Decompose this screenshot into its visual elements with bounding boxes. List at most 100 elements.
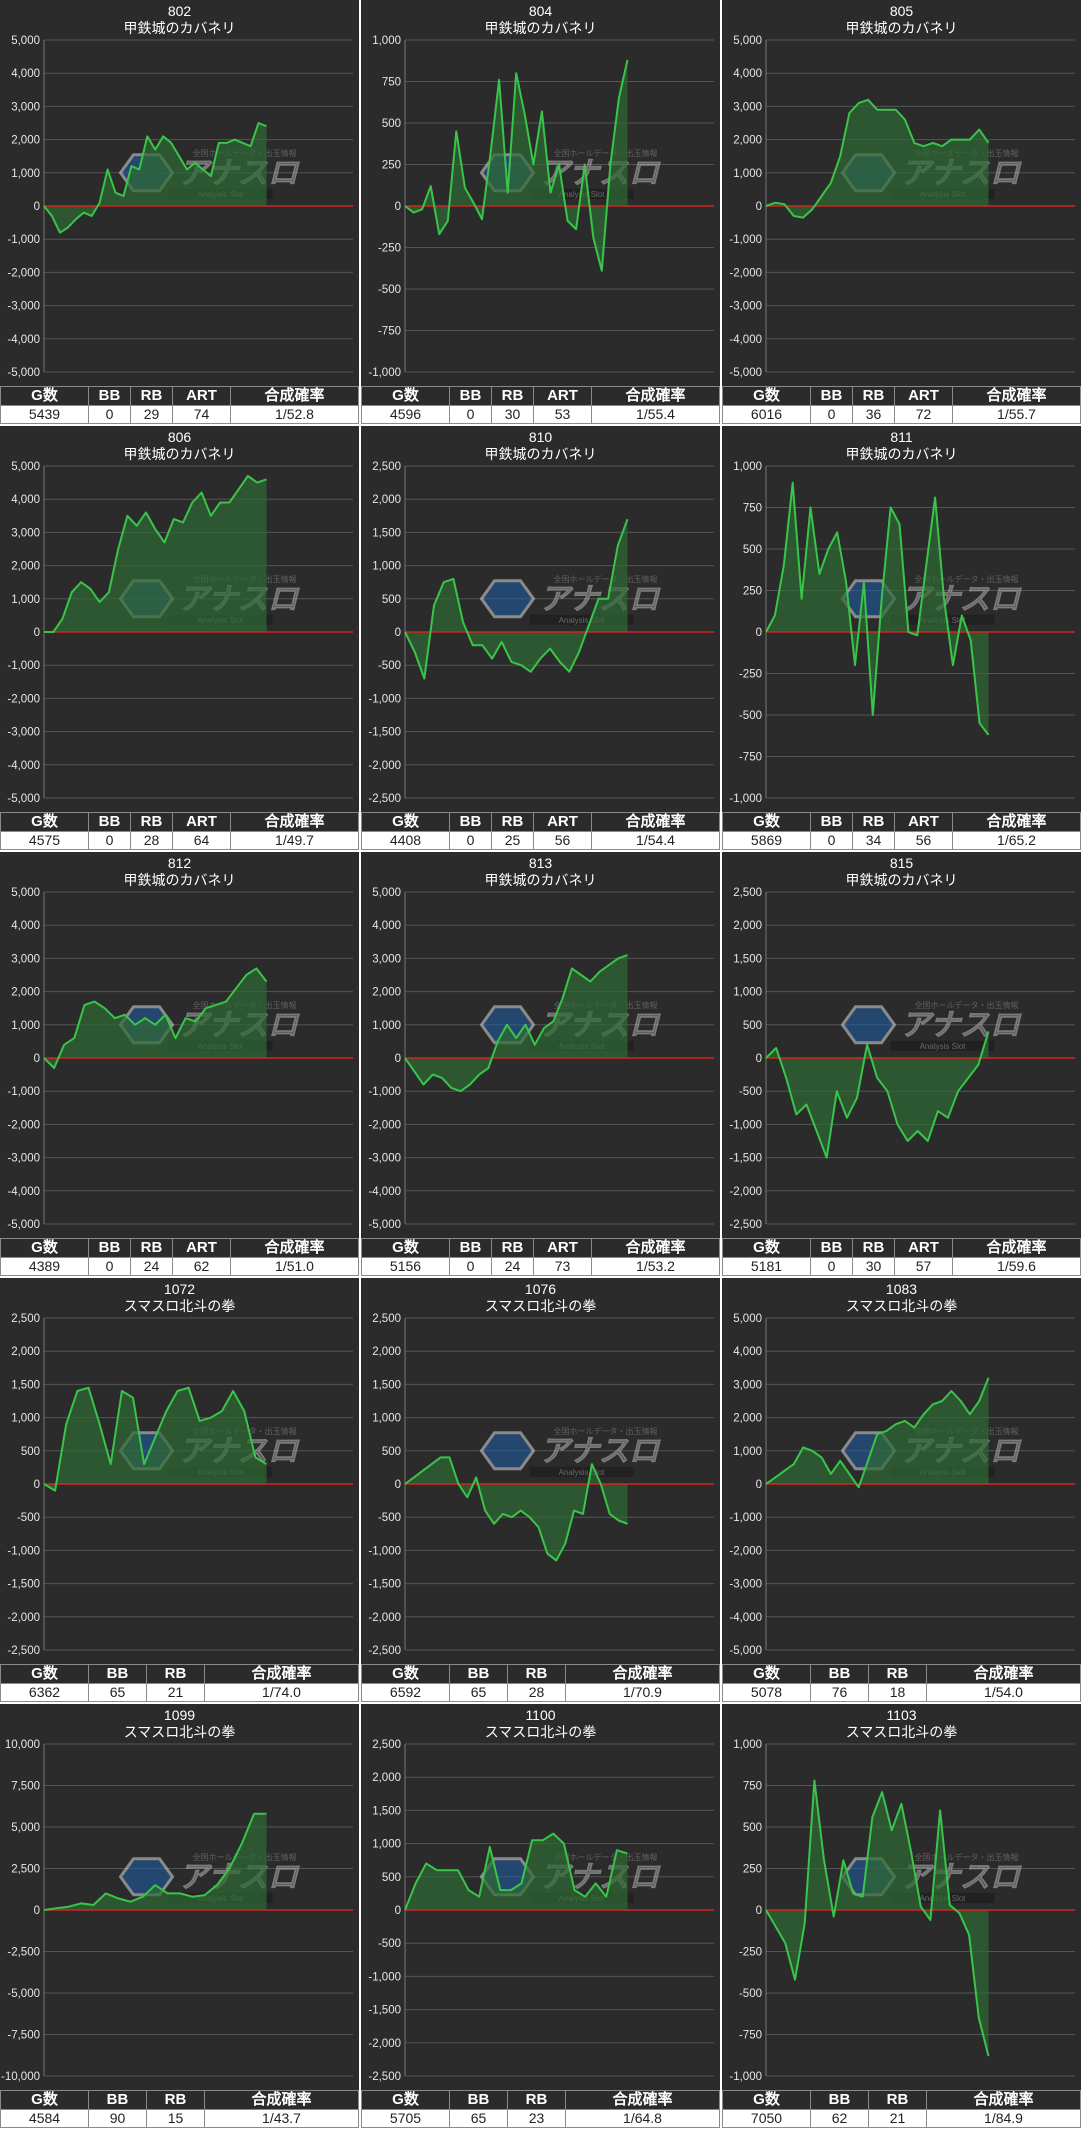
- watermark-sub-bar: [529, 1466, 634, 1477]
- y-tick-label: 0: [756, 1479, 762, 1491]
- stats-value-cell: 5181: [722, 1257, 811, 1276]
- chart-title: 805: [890, 3, 914, 19]
- stats-header-cell: G数: [361, 2090, 450, 2110]
- stats-header-cell: G数: [0, 1664, 89, 1684]
- logo-hexagon-icon: [479, 1431, 536, 1471]
- y-tick-label: -4,000: [729, 1612, 762, 1624]
- stats-header-cell: BB: [449, 386, 492, 406]
- y-tick-label: 250: [382, 160, 401, 172]
- series-area: [44, 476, 267, 632]
- stats-value-cell: 4408: [361, 831, 450, 850]
- y-tick-label: 4,000: [733, 68, 762, 80]
- y-tick-label: 1,500: [733, 953, 762, 965]
- stats-value-cell: 7050: [722, 2109, 811, 2128]
- chart-subtitle: 甲鉄城のカバネリ: [846, 447, 958, 463]
- logo-hexagon-icon: [118, 1857, 175, 1897]
- stats-value-cell: 1/55.4: [591, 405, 720, 424]
- y-tick-label: -250: [739, 669, 762, 681]
- y-tick-label: 1,500: [11, 1379, 40, 1391]
- y-tick-label: 4,000: [11, 494, 40, 506]
- y-tick-label: -10,000: [1, 2071, 40, 2083]
- stats-header-cell: ART: [533, 812, 592, 832]
- stats-value-cell: 6592: [361, 1683, 450, 1702]
- y-tick-label: 0: [756, 1053, 762, 1065]
- y-tick-label: -2,500: [368, 793, 401, 805]
- y-tick-label: -750: [739, 2030, 762, 2042]
- stats-value-cell: 34: [852, 831, 895, 850]
- y-tick-label: 7,500: [11, 1781, 40, 1793]
- stats-header-cell: G数: [0, 812, 89, 832]
- stats-value-cell: 1/49.7: [230, 831, 359, 850]
- y-tick-label: -1,000: [729, 793, 762, 805]
- watermark-top-text: 全国ホールデータ・出玉情報: [554, 1852, 658, 1862]
- y-tick-label: 2,000: [372, 494, 401, 506]
- y-tick-label: -2,500: [368, 2071, 401, 2083]
- stats-header-cell: 合成確率: [565, 2090, 720, 2110]
- stats-value-cell: 0: [810, 1257, 853, 1276]
- chart-subtitle: 甲鉄城のカバネリ: [485, 873, 597, 889]
- series-line: [404, 1832, 628, 1911]
- y-tick-label: 750: [743, 503, 762, 515]
- series-area: [766, 1780, 989, 2057]
- stats-table: G数 BB RB ART 合成確率 4575 0 28 64 1/49.7: [0, 812, 359, 850]
- stats-header-cell: RB: [852, 1238, 895, 1258]
- stats-header-cell: ART: [172, 1238, 231, 1258]
- stats-value-cell: 6016: [722, 405, 811, 424]
- series-area: [405, 519, 628, 679]
- chart-title: 1083: [886, 1281, 917, 1297]
- watermark-top-text: 全国ホールデータ・出玉情報: [915, 574, 1019, 584]
- series-area: [405, 1833, 628, 1910]
- stats-value-cell: 30: [852, 1257, 895, 1276]
- y-tick-label: -500: [739, 1086, 762, 1098]
- chart-svg: 810 甲鉄城のカバネリ 2,500 2,000 1,500 1,000 500 0 -500 -…: [368, 429, 714, 805]
- stats-header-cell: BB: [810, 812, 853, 832]
- y-tick-label: -1,000: [7, 660, 40, 672]
- stats-value-cell: 5439: [0, 405, 89, 424]
- stats-value-cell: 56: [533, 831, 592, 850]
- stats-value-cell: 1/53.2: [591, 1257, 720, 1276]
- chart-panel: 815 甲鉄城のカバネリ 2,500 2,000 1,500 1,000 500 0 -500 -…: [722, 852, 1081, 1276]
- stats-value-cell: 28: [130, 831, 173, 850]
- chart-subtitle: スマスロ北斗の拳: [846, 1299, 958, 1315]
- y-tick-label: -5,000: [729, 367, 762, 379]
- y-tick-label: -2,500: [729, 1219, 762, 1231]
- stats-value-cell: 29: [130, 405, 173, 424]
- chart-subtitle: 甲鉄城のカバネリ: [124, 873, 236, 889]
- stats-header-cell: G数: [722, 386, 811, 406]
- y-tick-label: 0: [34, 1905, 40, 1917]
- stats-value-cell: 1/65.2: [952, 831, 1081, 850]
- stats-header-cell: G数: [361, 1238, 450, 1258]
- chart-subtitle: 甲鉄城のカバネリ: [485, 21, 597, 37]
- watermark-sub-bar: [529, 614, 634, 625]
- stats-header-cell: RB: [507, 2090, 566, 2110]
- y-tick-label: 500: [743, 544, 762, 556]
- y-tick-label: -5,000: [368, 1219, 401, 1231]
- series-line: [404, 518, 629, 680]
- series-line: [43, 967, 268, 1069]
- y-tick-label: -250: [739, 1947, 762, 1959]
- chart-svg: 812 甲鉄城のカバネリ 5,000 4,000 3,000 2,000 1,000 0 -1,…: [7, 855, 353, 1231]
- y-tick-label: -2,000: [7, 1612, 40, 1624]
- series-line: [765, 1779, 990, 2057]
- stats-header-cell: ART: [894, 812, 953, 832]
- stats-value-cell: 28: [507, 1683, 566, 1702]
- stats-table: G数 BB RB ART 合成確率 5156 0 24 73 1/53.2: [361, 1238, 720, 1276]
- y-tick-label: 1,000: [733, 1739, 762, 1751]
- y-tick-label: 1,000: [11, 168, 40, 180]
- stats-value-cell: 36: [852, 405, 895, 424]
- chart-title: 1072: [164, 1281, 195, 1297]
- stats-value-cell: 73: [533, 1257, 592, 1276]
- logo-hexagon-icon: [479, 579, 536, 619]
- chart-panel: 811 甲鉄城のカバネリ 1,000 750 500 250 0 -250 -500 -750 -1…: [722, 426, 1081, 850]
- y-tick-label: -1,000: [7, 234, 40, 246]
- stats-table: G数 BB RB 合成確率 6592 65 28 1/70.9: [361, 1664, 720, 1702]
- stats-value-cell: 5869: [722, 831, 811, 850]
- series-line: [765, 481, 990, 736]
- series-area: [405, 1457, 628, 1561]
- stats-table: G数 BB RB ART 合成確率 5869 0 34 56 1/65.2: [722, 812, 1081, 850]
- stats-value-cell: 1/55.7: [952, 405, 1081, 424]
- y-tick-label: 0: [395, 1053, 401, 1065]
- y-tick-label: 2,500: [11, 1864, 40, 1876]
